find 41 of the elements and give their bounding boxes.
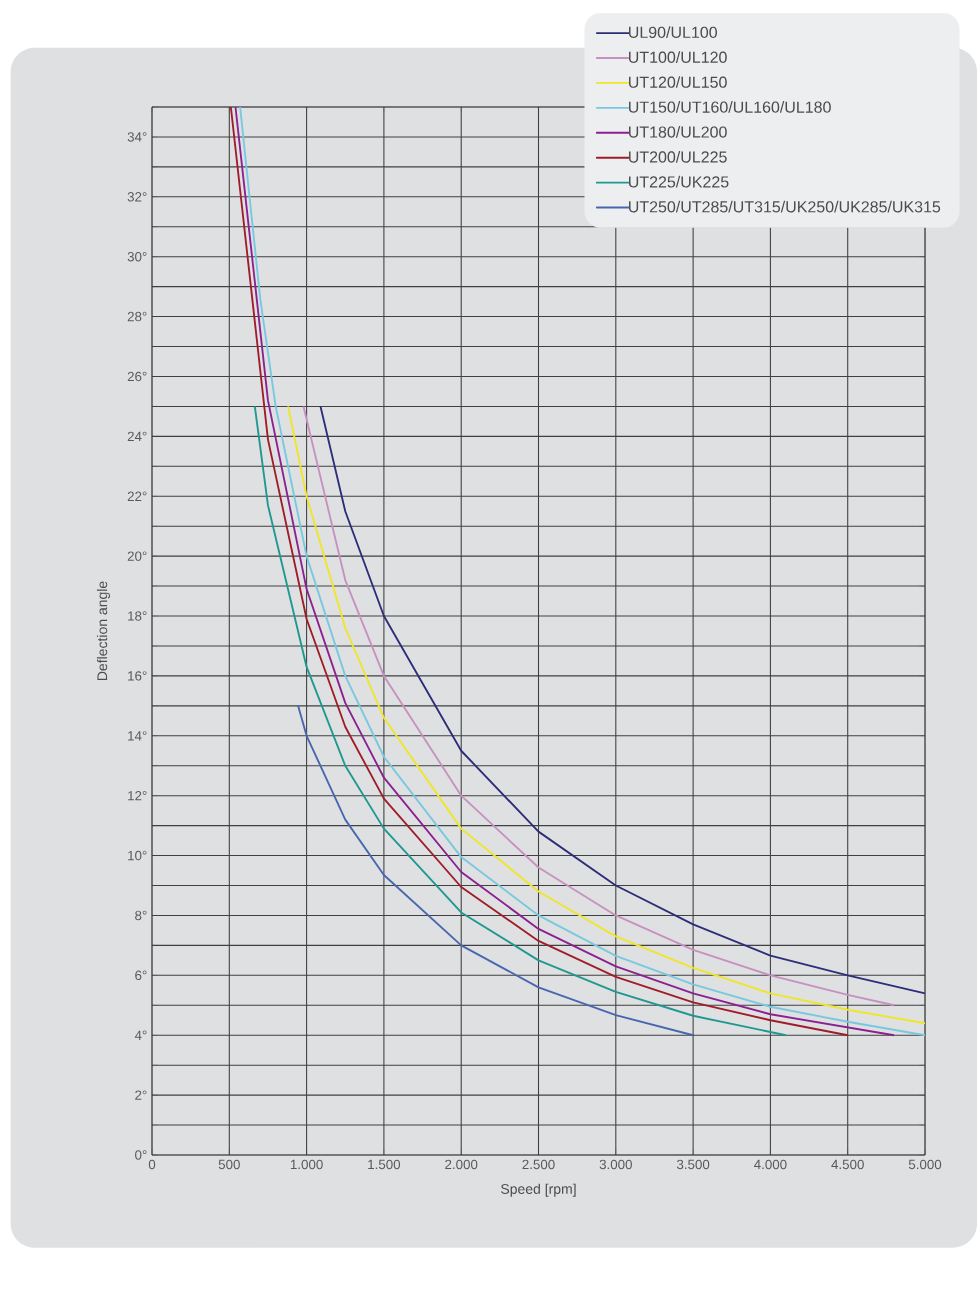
y-tick-label: 16° xyxy=(128,671,147,681)
y-tick-label: 2° xyxy=(135,1090,147,1100)
line-series xyxy=(297,704,695,1037)
y-tick-label: 0° xyxy=(135,1150,147,1160)
y-tick-label: 20° xyxy=(127,551,147,561)
y-tick-label: 12° xyxy=(128,791,147,801)
x-axis-title: Speed [rpm] xyxy=(501,1183,576,1197)
legend-label: UT250/UT285/UT315/UK250/UK285/UK315 xyxy=(629,200,941,213)
y-tick-label: 24° xyxy=(127,431,147,442)
x-tick-label: 500 xyxy=(218,1159,240,1170)
x-tick-label: 1.500 xyxy=(368,1159,401,1170)
x-tick-label: 4.000 xyxy=(754,1159,787,1170)
x-tick-label: 3.500 xyxy=(676,1159,710,1170)
y-tick-label: 28° xyxy=(127,311,147,322)
y-tick-label: 34° xyxy=(127,132,147,142)
x-tick-label: 0 xyxy=(148,1159,156,1170)
legend-label: UT120/UL150 xyxy=(629,76,727,88)
x-tick-label: 1.000 xyxy=(290,1159,323,1170)
y-tick-label: 30° xyxy=(127,251,147,262)
legend-label: UT100/UL120 xyxy=(629,51,727,63)
y-tick-label: 4° xyxy=(134,1030,147,1040)
y-tick-label: 26° xyxy=(127,371,147,382)
y-tick-label: 14° xyxy=(128,731,147,741)
line-series xyxy=(253,405,787,1037)
x-tick-label: 2.500 xyxy=(522,1159,555,1170)
x-tick-label: 5.000 xyxy=(908,1159,942,1170)
y-tick-label: 22° xyxy=(127,491,147,501)
legend-label: UT180/UL200 xyxy=(629,125,727,138)
y-tick-label: 8° xyxy=(135,910,147,921)
legend-label: UT200/UL225 xyxy=(629,150,727,163)
y-axis-title: Deflection angle xyxy=(96,581,110,681)
legend-label: UT150/UT160/UL160/UL180 xyxy=(629,101,831,113)
y-tick-label: 10° xyxy=(128,850,147,861)
legend-label: UT225/UK225 xyxy=(629,175,729,188)
x-tick-label: 4.500 xyxy=(831,1159,864,1170)
legend-label: UL90/UL100 xyxy=(629,26,718,39)
y-tick-label: 6° xyxy=(135,970,147,981)
x-tick-label: 2.000 xyxy=(445,1159,478,1170)
x-tick-label: 3.000 xyxy=(599,1159,632,1170)
y-tick-label: 32° xyxy=(127,192,147,202)
y-tick-label: 18° xyxy=(128,611,147,621)
